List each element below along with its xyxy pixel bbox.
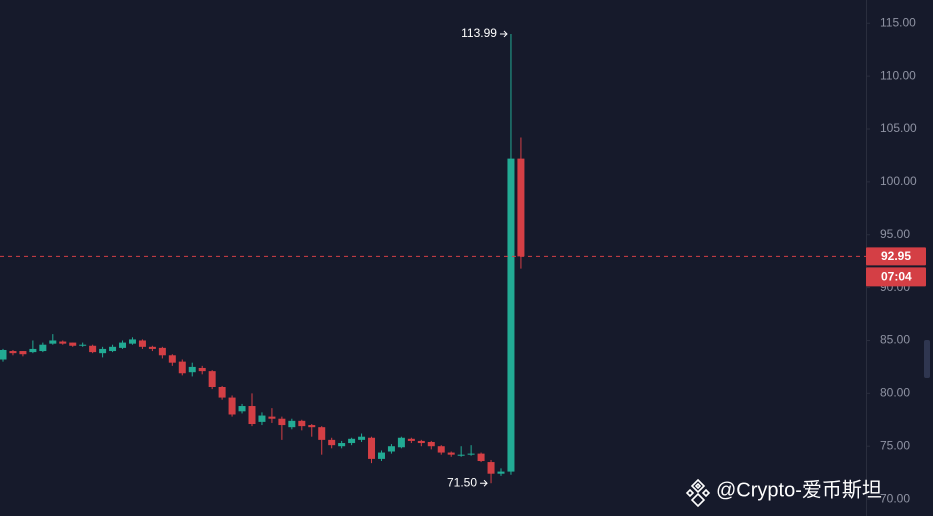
candle-body — [39, 344, 47, 352]
candle-body — [417, 440, 425, 444]
y-tick-label: 100.00 — [880, 174, 917, 188]
y-tick-label: 115.00 — [880, 15, 916, 29]
candle-body — [208, 371, 216, 387]
countdown-label: 07:04 — [881, 270, 912, 284]
candle-body — [447, 452, 455, 455]
y-tick-label: 85.00 — [880, 333, 910, 347]
y-tick-label: 70.00 — [880, 491, 910, 505]
candle-body — [278, 418, 286, 426]
candle-body — [148, 346, 156, 349]
candle-body — [228, 397, 236, 415]
candle-body — [467, 453, 475, 455]
candle-body — [308, 425, 316, 428]
candle-body — [168, 355, 176, 363]
scroll-handle[interactable] — [924, 340, 930, 378]
watermark-text: @Crypto-爱币斯坦 — [716, 478, 882, 501]
candle-body — [29, 348, 37, 353]
annotation-arrow — [499, 30, 508, 38]
candle-body — [9, 351, 17, 354]
annotation-arrow — [480, 479, 488, 487]
candle-body — [109, 346, 117, 352]
candle-body — [268, 416, 276, 419]
candle-body — [119, 342, 127, 348]
candle-body — [218, 387, 226, 398]
candle-body — [258, 415, 266, 422]
y-tick-label: 110.00 — [880, 68, 916, 82]
candle-body — [487, 462, 495, 474]
candle-body — [288, 420, 296, 428]
y-tick-label: 105.00 — [880, 121, 917, 135]
candle-body — [517, 158, 525, 257]
candle-body — [89, 345, 97, 353]
candle-body — [427, 441, 435, 447]
candle-body — [19, 351, 27, 355]
candle-body — [437, 446, 445, 453]
candle-body — [338, 443, 346, 447]
candle-body — [59, 341, 67, 344]
y-tick-label: 75.00 — [880, 438, 910, 452]
candle-body — [497, 471, 505, 474]
countdown-box — [866, 267, 926, 287]
candle-body — [397, 437, 405, 448]
watermark: @Crypto-爱币斯坦 — [685, 478, 882, 508]
candle-body — [387, 446, 395, 452]
candle-body — [328, 439, 336, 446]
candle-body — [477, 453, 485, 462]
candle-body — [178, 361, 186, 374]
candle-body — [358, 436, 366, 440]
candle-body — [99, 348, 107, 354]
candle-body — [507, 158, 515, 472]
candle-body — [128, 339, 136, 344]
candle-body — [198, 367, 206, 372]
candle-body — [407, 438, 415, 441]
last-price-box — [866, 247, 926, 266]
candle-body — [248, 406, 256, 425]
watermark-icon — [685, 478, 711, 508]
candle-body — [0, 349, 7, 360]
candle-body — [188, 366, 196, 373]
price-annotation: 71.50 — [447, 475, 477, 489]
candle-body — [69, 342, 77, 346]
candle-body — [158, 347, 166, 356]
candle-body — [348, 438, 356, 444]
candle-body — [49, 340, 57, 344]
last-price-label: 92.95 — [881, 249, 911, 263]
plot: 70.0075.0080.0085.0090.0095.00100.00105.… — [0, 15, 926, 508]
candle-body — [238, 406, 246, 412]
candle-body — [457, 454, 465, 456]
y-tick-label: 80.00 — [880, 386, 910, 400]
candle-body — [298, 420, 306, 427]
candle-body — [138, 340, 146, 347]
candle-body — [318, 427, 326, 440]
candle-body — [368, 437, 376, 459]
y-tick-label: 95.00 — [880, 227, 910, 241]
candle-body — [79, 344, 87, 346]
price-annotation: 113.99 — [461, 26, 497, 40]
candle-body — [377, 452, 385, 459]
